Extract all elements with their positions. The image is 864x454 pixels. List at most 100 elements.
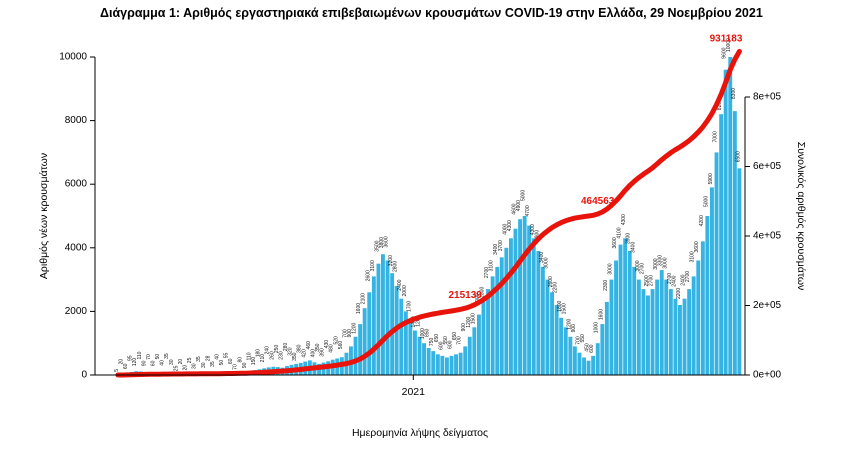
bar <box>595 343 600 375</box>
bar-value-label: 900 <box>571 324 577 333</box>
annotation-label: 931183 <box>710 33 743 44</box>
bar-value-label: 2700 <box>685 271 691 282</box>
bar-value-label: 1600 <box>598 309 604 320</box>
bar <box>664 279 669 375</box>
bar <box>550 292 554 375</box>
bar <box>536 251 541 375</box>
daily-cases-bars <box>116 57 742 375</box>
left-axis-tick-label: 2000 <box>65 306 88 317</box>
bar-value-label: 70 <box>233 364 239 370</box>
bar-value-label: 3600 <box>612 237 618 248</box>
bar <box>682 298 687 375</box>
bar-value-label: 600 <box>438 341 444 350</box>
bar-value-labels: 5206095120110907060504035302520202530353… <box>114 38 742 372</box>
bar <box>417 336 422 375</box>
bar <box>577 352 582 375</box>
left-axis-tick-label: 0 <box>81 370 87 381</box>
left-axis-title: Αριθμός νέων κρουσμάτων <box>38 153 50 279</box>
bar-value-label: 20 <box>178 359 184 365</box>
bar <box>472 327 477 375</box>
bar-value-label: 350 <box>315 343 321 352</box>
bar <box>486 289 490 375</box>
bar <box>353 336 358 375</box>
bar <box>710 187 714 375</box>
bar <box>623 238 628 375</box>
bar <box>636 279 641 375</box>
x-axis-title: Ημερομηνία λήψης δείγματος <box>352 427 488 439</box>
bar <box>509 238 513 375</box>
bar-value-label: 2300 <box>603 280 609 291</box>
bar-value-label: 3000 <box>544 257 550 268</box>
bar-value-label: 2100 <box>361 293 367 304</box>
bar-value-label: 280 <box>283 343 289 352</box>
bar-value-label: 180 <box>256 349 262 358</box>
bar <box>522 216 527 375</box>
bar-value-label: 1000 <box>420 328 426 339</box>
bar-value-label: 3100 <box>489 260 495 271</box>
bar-value-label: 50 <box>155 354 161 360</box>
bar-value-label: 2400 <box>671 275 677 286</box>
bar-value-label: 8300 <box>731 88 737 99</box>
bar-value-label: 600 <box>448 340 454 349</box>
bar-value-label: 4000 <box>502 223 508 234</box>
bar-value-label: 5 <box>114 369 120 372</box>
bar <box>591 355 596 375</box>
bar <box>609 279 614 375</box>
bar-value-label: 850 <box>425 328 431 337</box>
bar <box>604 301 609 375</box>
left-axis: 0 2000 4000 6000 8000 10000 Αριθμός νέων κρουσ… <box>38 52 96 381</box>
bar-value-label: 3100 <box>370 260 376 271</box>
bar-value-label: 35 <box>196 356 202 362</box>
bar-value-label: 550 <box>443 336 449 345</box>
bar-value-label: 60 <box>151 360 157 366</box>
bar-value-label: 20 <box>119 359 125 365</box>
bar <box>371 276 376 375</box>
bar-value-label: 30 <box>192 363 198 369</box>
bar-value-label: 120 <box>132 358 138 367</box>
bar <box>403 311 408 375</box>
bar <box>426 348 431 375</box>
bar-value-label: 600 <box>589 344 595 353</box>
bar-value-label: 110 <box>247 352 253 360</box>
bar-value-label: 3100 <box>690 251 696 262</box>
bar-value-label: 430 <box>324 340 330 349</box>
x-axis-tick-label: 2021 <box>402 386 426 398</box>
bar <box>540 266 545 375</box>
bar-value-label: 1200 <box>352 322 358 333</box>
bar <box>399 298 404 375</box>
bar-value-label: 3000 <box>607 263 613 274</box>
bar-value-label: 2700 <box>484 267 490 278</box>
bar-value-label: 700 <box>342 329 348 338</box>
bar-value-label: 25 <box>187 357 193 363</box>
annotation-label: 464563 <box>581 196 615 207</box>
bar-value-label: 2500 <box>644 275 650 286</box>
left-axis-tick-label: 8000 <box>65 115 88 126</box>
bar <box>668 289 673 375</box>
bar-value-label: 3000 <box>662 257 668 268</box>
bar-value-label: 3600 <box>694 241 700 252</box>
bar <box>467 336 472 375</box>
bottom-axis: 2021 Ημερομηνία λήψης δείγματος <box>95 374 745 439</box>
bar-value-label: 2400 <box>397 279 403 290</box>
bar <box>376 263 381 375</box>
bar-value-label: 90 <box>141 360 147 366</box>
bar-value-label: 25 <box>173 365 179 371</box>
bar-value-label: 4600 <box>512 203 518 214</box>
annotations: 215139 464563 931183 <box>449 33 743 301</box>
bar-value-label: 900 <box>461 323 467 332</box>
bar <box>641 289 646 375</box>
right-axis-tick-label: 2e+05 <box>753 300 782 311</box>
left-axis-tick-label: 10000 <box>59 52 87 63</box>
bar <box>554 305 559 375</box>
bar-value-label: 750 <box>429 338 435 347</box>
bar-value-label: 2200 <box>553 282 559 293</box>
bar-value-label: 10000 <box>726 38 732 52</box>
bar <box>435 354 440 375</box>
bar-value-label: 900 <box>347 329 353 338</box>
bar-value-label: 2600 <box>365 270 371 281</box>
bar-value-label: 1000 <box>594 322 600 333</box>
bar <box>362 308 367 375</box>
bar-value-label: 7000 <box>713 131 719 142</box>
